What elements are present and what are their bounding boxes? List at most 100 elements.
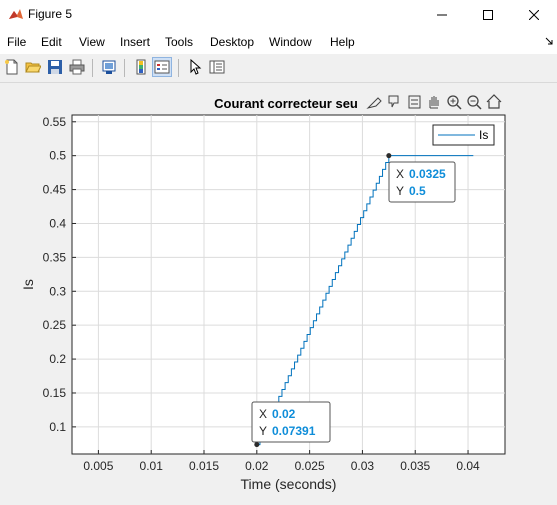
datatip-y-value: 0.5 — [409, 184, 426, 198]
brush-shape — [366, 97, 382, 109]
window-title: Figure 5 — [28, 7, 73, 21]
x-tick-label: 0.005 — [83, 459, 113, 473]
datatip-x-value: 0.0325 — [409, 167, 446, 181]
y-tick-label: 0.15 — [43, 386, 67, 400]
datatips-layer: X 0.02 Y 0.07391 X 0.0325 Y 0.5 — [251, 153, 456, 448]
x-tick-label: 0.01 — [140, 459, 164, 473]
y-tick-label: 0.55 — [43, 115, 67, 129]
x-tick-label: 0.035 — [400, 459, 430, 473]
datatip: X 0.02 Y 0.07391 — [251, 401, 331, 448]
x-tick-label: 0.025 — [295, 459, 325, 473]
menu-insert[interactable]: Insert — [120, 35, 151, 49]
plot-svg[interactable]: 0.005 0.01 0.015 0.02 0.025 0.03 0.035 0.04 0.1 0… — [0, 83, 557, 500]
menu-desktop[interactable]: Desktop — [210, 35, 255, 49]
maximize-icon — [483, 10, 493, 20]
datatip-y-label: Y — [259, 424, 267, 438]
x-axis-label: Time (seconds) — [241, 476, 337, 492]
y-tick-label: 0.35 — [43, 250, 67, 264]
restore-shape — [408, 95, 421, 109]
maximize-button[interactable] — [465, 0, 511, 30]
lens-handle — [476, 104, 482, 110]
print-button[interactable] — [67, 57, 87, 77]
legend-icon — [154, 60, 170, 74]
legend-button[interactable] — [152, 57, 172, 77]
datatip-marker — [386, 153, 392, 159]
datatip-y-value: 0.07391 — [272, 424, 316, 438]
hand-shape — [429, 96, 439, 109]
link-plot-button[interactable] — [99, 57, 119, 77]
x-tick-label: 0.03 — [351, 459, 375, 473]
edit-plot-button[interactable] — [185, 57, 205, 77]
colorbar-button[interactable] — [131, 57, 151, 77]
y-tick-label: 0.4 — [49, 216, 66, 230]
datatip-box — [388, 161, 456, 203]
datatip: X 0.0325 Y 0.5 — [386, 153, 456, 203]
home-icon[interactable] — [486, 94, 502, 109]
legend-label: Is — [479, 128, 488, 142]
x-tick-label: 0.04 — [456, 459, 480, 473]
datatip-x-label: X — [259, 407, 267, 421]
y-tick-label: 0.1 — [49, 420, 66, 434]
house-shape — [486, 94, 502, 109]
grid-lines — [72, 115, 505, 454]
menu-help[interactable]: Help — [330, 35, 355, 49]
figure-canvas: 0.005 0.01 0.015 0.02 0.025 0.03 0.035 0.04 0.1 0… — [0, 83, 557, 500]
y-tick-label: 0.5 — [49, 149, 66, 163]
x-tick-label: 0.015 — [189, 459, 219, 473]
close-icon — [529, 10, 539, 20]
series-line-Is — [256, 155, 474, 446]
brush-icon[interactable] — [366, 97, 382, 109]
y-tick-label: 0.25 — [43, 318, 67, 332]
minimize-button[interactable] — [419, 0, 465, 30]
y-tick-label: 0.2 — [49, 352, 66, 366]
data-tips-icon[interactable] — [388, 95, 399, 108]
zoom-in-icon[interactable] — [447, 95, 462, 110]
property-inspector-icon — [209, 60, 225, 74]
colorbar-icon — [136, 59, 146, 75]
datatip-y-label: Y — [396, 184, 404, 198]
new-figure-button[interactable] — [2, 57, 22, 77]
undock-arrow-icon[interactable] — [545, 37, 553, 45]
open-folder-icon — [25, 62, 41, 73]
property-inspector-button[interactable] — [207, 57, 227, 77]
zoom-out-icon[interactable] — [467, 95, 482, 110]
save-button[interactable] — [45, 57, 65, 77]
lens-shape — [447, 95, 459, 107]
menu-file[interactable]: File — [7, 35, 27, 49]
axis-ticks: 0.005 0.01 0.015 0.02 0.025 0.03 0.035 0.04 0.1 0… — [43, 115, 480, 473]
toolbar-separator — [178, 59, 179, 77]
menu-window[interactable]: Window — [269, 35, 312, 49]
figure-toolbar — [0, 54, 557, 83]
close-button[interactable] — [511, 0, 557, 30]
title-bar: Figure 5 — [0, 0, 557, 30]
y-tick-label: 0.3 — [49, 284, 66, 298]
restore-view-icon[interactable] — [408, 95, 421, 109]
menu-tools[interactable]: Tools — [165, 35, 194, 49]
lens-shape — [467, 95, 479, 107]
datatip-box — [251, 401, 331, 443]
print-icon — [69, 59, 85, 75]
y-tick-label: 0.45 — [43, 183, 67, 197]
pointer-arrow-icon — [190, 59, 202, 75]
chart-title: Courant correcteur seu — [214, 96, 358, 111]
legend[interactable]: Is — [432, 124, 495, 146]
new-file-icon — [5, 59, 18, 75]
open-file-button[interactable] — [23, 57, 43, 77]
minimize-icon — [437, 14, 447, 16]
datatip-x-value: 0.02 — [272, 407, 296, 421]
y-axis-label: Is — [20, 279, 36, 290]
tip-shape — [388, 95, 399, 108]
pan-icon[interactable] — [429, 96, 439, 109]
menu-view[interactable]: View — [79, 35, 105, 49]
save-icon — [48, 60, 62, 74]
datatip-marker — [254, 442, 260, 448]
datatip-x-label: X — [396, 167, 404, 181]
link-plot-icon — [102, 60, 116, 74]
menu-bar: File Edit View Insert Tools Desktop Wind… — [0, 30, 557, 54]
lens-handle — [456, 104, 462, 110]
menu-edit[interactable]: Edit — [41, 35, 62, 49]
toolbar-separator — [92, 59, 93, 77]
x-tick-label: 0.02 — [245, 459, 269, 473]
toolbar-separator — [124, 59, 125, 77]
axes-toolbar — [366, 94, 502, 110]
